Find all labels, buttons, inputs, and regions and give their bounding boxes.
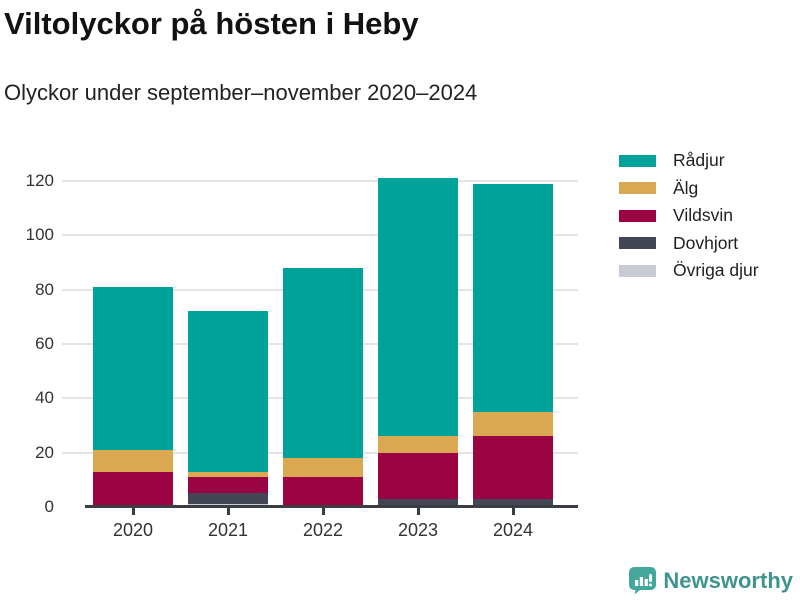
x-tick-2024 [511, 508, 515, 515]
legend: Rådjur Älg Vildsvin Dovhjort Övriga djur [619, 147, 759, 285]
legend-label: Övriga djur [673, 260, 759, 281]
legend-item-Älg: Älg [619, 175, 759, 203]
gridline-120 [62, 180, 578, 182]
bar-segment-2022-Vildsvin [283, 477, 363, 507]
bar-segment-2021-Rådjur [188, 311, 268, 472]
bar-2022 [283, 267, 363, 507]
legend-label: Rådjur [673, 150, 725, 171]
y-tick-label-80: 80 [35, 279, 54, 299]
bar-segment-2020-Rådjur [93, 286, 173, 450]
x-tick-label-2022: 2022 [302, 520, 344, 540]
newsworthy-bubble-icon [629, 567, 657, 594]
legend-label: Dovhjort [673, 232, 739, 253]
legend-label: Älg [673, 177, 699, 198]
legend-item-Dovhjort: Dovhjort [619, 230, 759, 258]
legend-item-Övriga djur: Övriga djur [619, 257, 759, 285]
bar-segment-2023-Dovhjort [378, 498, 458, 507]
legend-swatch-icon [619, 264, 656, 277]
bar-segment-2021-Älg [188, 471, 268, 478]
bar-2024 [473, 183, 553, 507]
legend-item-Rådjur: Rådjur [619, 147, 759, 175]
y-tick-label-100: 100 [25, 225, 54, 245]
legend-swatch-icon [619, 154, 656, 167]
x-tick-2022 [321, 508, 325, 515]
page-title: Viltolyckor på hösten i Heby [4, 6, 419, 41]
bar-segment-2020-Vildsvin [93, 471, 173, 507]
bar-segment-2024-Vildsvin [473, 436, 553, 499]
legend-swatch-icon [619, 182, 656, 195]
gridline-100 [62, 234, 578, 237]
newsworthy-wordmark: Newsworthy [663, 567, 793, 593]
bar-segment-2021-Dovhjort [188, 493, 268, 505]
bar-segment-2024-Dovhjort [473, 498, 553, 507]
y-tick-label-40: 40 [35, 388, 54, 408]
bar-segment-2021-Vildsvin [188, 477, 268, 494]
x-tick-label-2023: 2023 [397, 520, 439, 540]
x-tick-label-2024: 2024 [492, 520, 534, 540]
y-tick-label-0: 0 [44, 497, 54, 516]
bar-segment-2024-Rådjur [473, 183, 553, 412]
x-tick-label-2021: 2021 [207, 520, 249, 540]
bar-segment-2023-Vildsvin [378, 452, 458, 499]
legend-swatch-icon [619, 237, 656, 250]
x-tick-label-2020: 2020 [112, 520, 154, 540]
bar-chart-icon [635, 574, 653, 587]
page-subtitle: Olyckor under september–november 2020–20… [4, 80, 478, 105]
bar-segment-2023-Rådjur [378, 178, 458, 437]
legend-item-Vildsvin: Vildsvin [619, 202, 759, 230]
bar-segment-2023-Älg [378, 436, 458, 453]
bar-segment-2020-Älg [93, 449, 173, 472]
bar-segment-2022-Rådjur [283, 267, 363, 459]
newsworthy-logo[interactable]: Newsworthy [629, 567, 793, 594]
bar-segment-2024-Älg [473, 411, 553, 437]
x-axis-line [85, 505, 578, 508]
bar-2023 [378, 178, 458, 507]
y-tick-label-120: 120 [25, 171, 54, 190]
x-tick-2023 [416, 508, 420, 515]
bar-2020 [93, 286, 173, 507]
y-tick-label-20: 20 [35, 442, 54, 462]
x-tick-2020 [131, 508, 135, 515]
legend-label: Vildsvin [673, 205, 733, 226]
y-tick-label-60: 60 [35, 334, 54, 353]
legend-swatch-icon [619, 209, 656, 222]
bar-2021 [188, 311, 268, 507]
bar-segment-2022-Älg [283, 458, 363, 478]
x-tick-2021 [226, 508, 230, 515]
